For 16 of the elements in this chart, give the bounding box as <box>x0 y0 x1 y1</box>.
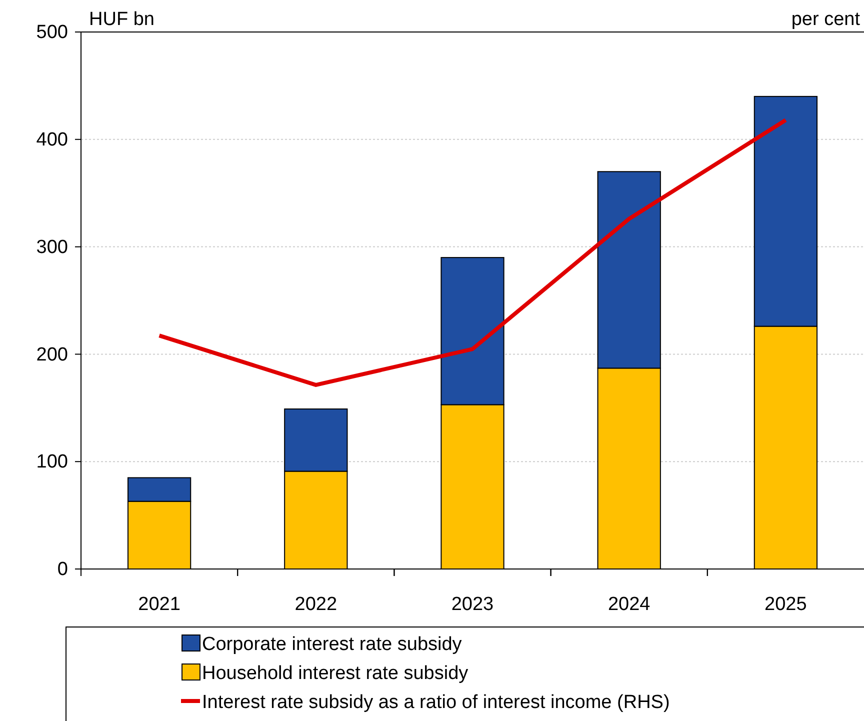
x-tick-label: 2025 <box>764 594 807 615</box>
legend-label: Household interest rate subsidy <box>202 663 469 684</box>
y2-axis-title: per cent <box>791 9 861 30</box>
x-tick-label: 2023 <box>451 594 494 615</box>
legend-label: Interest rate subsidy as a ratio of interest income (RHS) <box>202 692 670 713</box>
x-tick-label: 2021 <box>138 594 180 615</box>
y-tick-label: 500 <box>36 22 68 44</box>
y-tick-label: 300 <box>36 236 68 258</box>
y-tick-label: 200 <box>36 344 68 366</box>
y-axis-title: HUF bn <box>89 9 154 30</box>
legend-label: Corporate interest rate subsidy <box>202 634 462 655</box>
x-tick-label: 2022 <box>294 594 338 615</box>
y-tick-label: 0 <box>57 559 68 580</box>
y-tick-label: 400 <box>36 129 68 150</box>
x-tick-label: 2024 <box>608 594 651 615</box>
y-tick-label: 100 <box>36 452 68 473</box>
